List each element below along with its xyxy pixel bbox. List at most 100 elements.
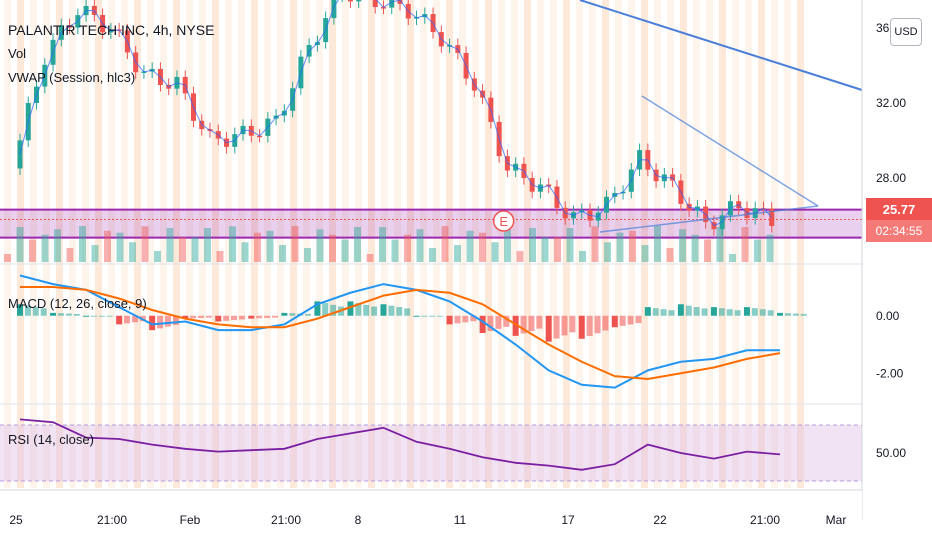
time-tick-label: 21:00: [750, 513, 780, 527]
macd-histogram-bar: [470, 315, 477, 322]
vol-indicator-label[interactable]: Vol: [8, 46, 27, 61]
session-stripe: [615, 0, 622, 488]
trendline-upper: [641, 95, 819, 207]
session-stripe: [498, 0, 505, 488]
macd-histogram-bar: [536, 315, 543, 329]
macd-histogram-bar: [164, 315, 171, 327]
macd-histogram-bar: [660, 309, 667, 316]
volume-bar: [379, 227, 386, 262]
bar-countdown: 02:34:55: [866, 220, 932, 242]
macd-indicator-label[interactable]: MACD (12, 26, close, 9): [8, 296, 147, 311]
volume-bar: [16, 227, 24, 262]
session-stripe: [459, 0, 466, 488]
macd-histogram-bar: [759, 309, 766, 316]
macd-histogram-bar: [314, 301, 321, 316]
session-stripe: [394, 0, 401, 488]
session-stripe: [251, 0, 258, 488]
macd-histogram-bar: [215, 315, 222, 322]
volume-bar: [266, 230, 274, 262]
macd-histogram-bar: [528, 315, 535, 332]
session-stripe: [355, 0, 362, 488]
session-stripe: [186, 0, 193, 488]
macd-histogram-bar: [73, 313, 80, 316]
currency-button[interactable]: USD: [890, 18, 922, 46]
session-stripe: [225, 0, 232, 488]
price-axis-bg: [862, 0, 932, 550]
price-pane[interactable]: E: [0, 0, 863, 262]
signal-line: [20, 286, 781, 381]
volume-bar: [229, 226, 236, 262]
volume-bar: [616, 232, 624, 262]
macd-histogram-bar: [106, 315, 113, 317]
macd-histogram-bar: [512, 315, 519, 336]
session-stripe: [108, 0, 115, 488]
volume-bar: [29, 239, 36, 262]
last-price-badge: 25.77: [866, 198, 932, 220]
session-stripe: [537, 0, 544, 488]
macd-histogram-bar: [17, 304, 23, 316]
session-stripe: [69, 0, 76, 488]
macd-histogram-bar: [116, 315, 123, 325]
macd-histogram-bar: [57, 313, 64, 316]
macd-histogram-bar: [520, 315, 527, 334]
volume-bar: [741, 227, 749, 262]
volume-bar: [391, 239, 399, 262]
macd-histogram-bar: [124, 315, 131, 324]
candle-body: [397, 0, 403, 4]
macd-histogram-bar: [685, 305, 692, 316]
time-tick-label: Mar: [826, 513, 847, 527]
macd-histogram-bar: [238, 315, 245, 320]
macd-histogram-bar: [264, 315, 271, 318]
volume-bar: [679, 229, 686, 262]
rsi-pane[interactable]: [0, 403, 862, 482]
volume-bar: [341, 239, 349, 262]
macd-histogram-bar: [371, 306, 378, 316]
symbol-title[interactable]: PALANTIR TECH INC, 4h, NYSE: [8, 22, 215, 38]
macd-histogram-bar: [479, 315, 486, 333]
macd-histogram-bar: [305, 313, 312, 316]
macd-histogram-bar: [644, 307, 651, 316]
macd-histogram-bar: [437, 315, 444, 317]
volume-bar: [591, 226, 599, 262]
volume-bar: [654, 226, 661, 262]
session-stripe: [771, 0, 778, 488]
macd-histogram-bar: [800, 313, 807, 316]
macd-histogram-bar: [446, 315, 453, 325]
macd-histogram-bar: [157, 315, 164, 329]
volume-bar: [254, 232, 261, 262]
session-stripe: [173, 0, 180, 488]
session-stripe: [602, 0, 609, 488]
session-stripe: [342, 0, 349, 488]
macd-histogram-bar: [205, 315, 212, 318]
macd-pane[interactable]: [0, 263, 862, 389]
macd-histogram-bar: [281, 312, 288, 316]
volume-bar: [716, 227, 724, 262]
macd-histogram-bar: [594, 315, 601, 334]
rsi-line: [19, 418, 781, 471]
macd-histogram-bar: [413, 315, 420, 317]
time-tick-label: 21:00: [271, 513, 301, 527]
volume-bar: [129, 242, 136, 262]
macd-histogram-bar: [289, 313, 296, 316]
rsi-indicator-label[interactable]: RSI (14, close): [8, 432, 94, 447]
volume-bar: [291, 226, 299, 262]
session-stripe: [420, 0, 427, 488]
macd-histogram-bar: [561, 315, 568, 336]
volume-bar: [641, 245, 649, 262]
macd-histogram-bar: [454, 315, 461, 324]
volume-bar: [429, 247, 436, 262]
macd-tick-label: 0.00: [876, 309, 900, 323]
macd-histogram-bar: [330, 304, 337, 316]
macd-histogram-bar: [767, 310, 774, 316]
macd-histogram-bar: [24, 305, 31, 316]
vwap-indicator-label[interactable]: VWAP (Session, hlc3): [8, 70, 136, 85]
session-stripe: [667, 0, 674, 488]
volume-bar: [4, 254, 11, 262]
macd-histogram-bar: [149, 315, 156, 331]
macd-histogram-bar: [718, 308, 725, 316]
macd-histogram-bar: [792, 313, 799, 316]
time-axis-bg: [0, 490, 862, 550]
